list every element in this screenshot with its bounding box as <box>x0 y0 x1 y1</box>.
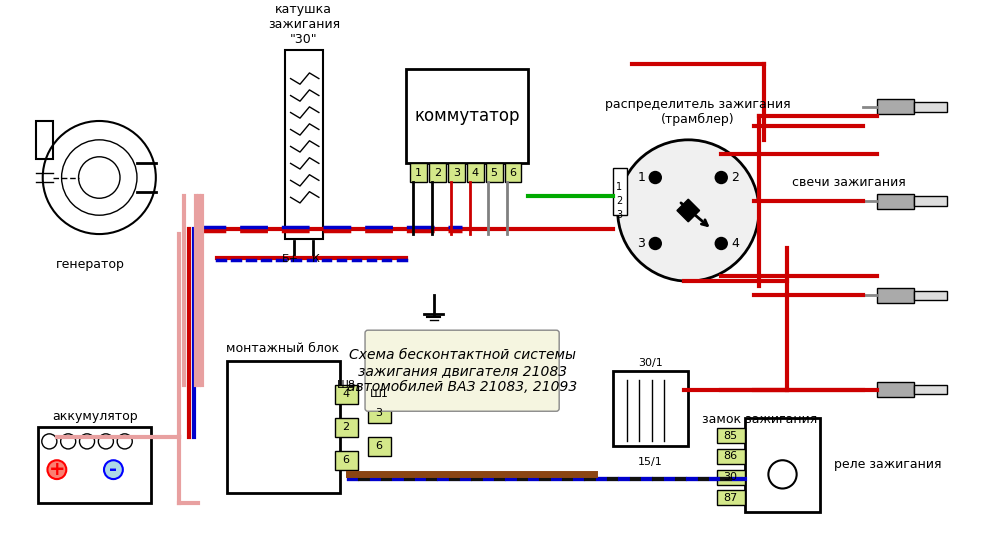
Bar <box>504 163 521 182</box>
Text: аккумулятор: аккумулятор <box>52 410 137 423</box>
Text: 30/1: 30/1 <box>638 358 663 368</box>
Text: 3: 3 <box>617 210 623 220</box>
Bar <box>367 437 391 455</box>
Bar <box>335 385 358 403</box>
Text: 2: 2 <box>343 422 350 432</box>
Text: Ш8: Ш8 <box>337 380 355 390</box>
Circle shape <box>716 238 727 249</box>
Bar <box>915 197 947 206</box>
Bar <box>717 490 745 506</box>
Bar <box>38 428 151 503</box>
Bar <box>915 102 947 111</box>
Circle shape <box>649 238 661 249</box>
Text: 6: 6 <box>343 455 350 465</box>
Text: 2: 2 <box>732 171 740 184</box>
Text: 6: 6 <box>509 168 516 178</box>
Text: 3: 3 <box>638 237 645 250</box>
Bar <box>915 290 947 300</box>
Bar <box>410 163 427 182</box>
Text: К: К <box>312 254 320 264</box>
Text: коммутатор: коммутатор <box>414 107 519 125</box>
Bar <box>405 69 528 163</box>
Text: монтажный блок: монтажный блок <box>226 342 340 355</box>
Bar <box>448 163 465 182</box>
Text: Б+: Б+ <box>282 254 299 264</box>
Bar <box>717 428 745 443</box>
Bar <box>745 418 820 512</box>
Text: генератор: генератор <box>56 258 124 271</box>
Text: 6: 6 <box>375 441 382 451</box>
Circle shape <box>618 140 759 281</box>
Text: +: + <box>49 460 66 479</box>
Text: 2: 2 <box>434 168 441 178</box>
Bar <box>335 451 358 470</box>
Text: Ш1: Ш1 <box>369 389 388 399</box>
Text: 4: 4 <box>732 237 740 250</box>
Bar <box>36 121 53 159</box>
Bar <box>915 385 947 394</box>
Text: 86: 86 <box>724 452 738 461</box>
Bar <box>877 382 915 397</box>
Text: 3: 3 <box>453 168 460 178</box>
Text: 2: 2 <box>617 196 623 206</box>
Circle shape <box>104 460 123 479</box>
Text: 3: 3 <box>375 408 382 418</box>
Polygon shape <box>677 199 700 222</box>
Text: Схема бесконтактной системы
зажигания двигателя 21083
автомобилей ВАЗ 21083, 210: Схема бесконтактной системы зажигания дв… <box>347 347 577 394</box>
Circle shape <box>48 460 67 479</box>
Text: 1: 1 <box>415 168 422 178</box>
Bar <box>613 168 627 215</box>
Text: 5: 5 <box>491 168 497 178</box>
Circle shape <box>649 172 661 183</box>
Text: распределитель зажигания
(трамблер): распределитель зажигания (трамблер) <box>605 98 790 126</box>
Circle shape <box>716 172 727 183</box>
Text: -: - <box>109 460 117 479</box>
Bar <box>285 50 323 239</box>
Text: 30: 30 <box>724 472 738 482</box>
Bar <box>613 371 688 446</box>
Text: катушка
зажигания
"30": катушка зажигания "30" <box>268 3 340 45</box>
Bar <box>226 361 340 493</box>
Text: замок зажигания: замок зажигания <box>702 413 817 426</box>
Bar <box>717 449 745 464</box>
Bar <box>486 163 502 182</box>
Text: реле зажигания: реле зажигания <box>834 459 941 471</box>
Text: 4: 4 <box>343 389 350 399</box>
Bar <box>367 403 391 423</box>
Bar <box>335 418 358 437</box>
Bar <box>467 163 484 182</box>
Bar <box>717 470 745 485</box>
Bar <box>877 99 915 114</box>
Text: 15/1: 15/1 <box>638 457 663 467</box>
Text: свечи зажигания: свечи зажигания <box>791 176 906 189</box>
Text: 1: 1 <box>638 171 645 184</box>
Text: 4: 4 <box>472 168 479 178</box>
FancyBboxPatch shape <box>365 330 559 411</box>
Text: 1: 1 <box>617 182 623 192</box>
Bar <box>877 288 915 303</box>
Text: 87: 87 <box>724 493 738 503</box>
Bar <box>877 193 915 209</box>
Bar <box>429 163 446 182</box>
Text: 85: 85 <box>724 431 738 441</box>
